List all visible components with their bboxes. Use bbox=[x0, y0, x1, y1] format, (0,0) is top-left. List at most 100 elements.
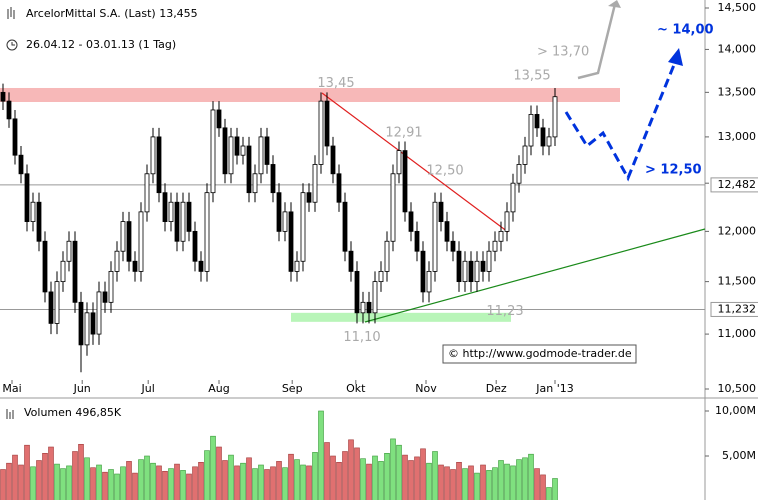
volume-bar bbox=[168, 468, 174, 500]
volume-bar bbox=[162, 470, 168, 500]
price-tag-label: 11,232 bbox=[718, 302, 757, 315]
candle-body bbox=[234, 136, 240, 156]
candle-body bbox=[402, 150, 408, 213]
candle-body bbox=[246, 145, 252, 194]
candle-body bbox=[132, 260, 138, 272]
volume-title: Volumen 496,85K bbox=[24, 406, 122, 419]
candle-body bbox=[156, 136, 162, 194]
x-tick-label: Mai bbox=[2, 382, 21, 395]
y-tick-label: 14,000 bbox=[718, 42, 757, 55]
volume-bar bbox=[492, 467, 498, 500]
volume-bar bbox=[504, 463, 510, 500]
candle-body bbox=[204, 192, 210, 272]
candle-body bbox=[384, 240, 390, 272]
candle-body bbox=[528, 114, 534, 147]
volume-bar bbox=[354, 447, 360, 500]
resistance-band bbox=[0, 87, 620, 102]
volume-bar bbox=[156, 465, 162, 500]
volume-bar bbox=[72, 451, 78, 500]
candle-body bbox=[510, 182, 516, 213]
candle-body bbox=[348, 250, 354, 272]
volume-bar bbox=[276, 461, 282, 500]
candle-body bbox=[306, 192, 312, 203]
x-tick-label: Aug bbox=[208, 382, 229, 395]
x-tick-label: Jan '13 bbox=[535, 382, 573, 395]
y-tick-label: 13,000 bbox=[718, 130, 757, 143]
candle-body bbox=[180, 201, 186, 242]
annotation: 11,10 bbox=[343, 330, 380, 345]
volume-bar bbox=[450, 469, 456, 500]
volume-bar bbox=[222, 460, 228, 500]
volume-bar bbox=[552, 478, 558, 500]
candle-body bbox=[138, 211, 144, 272]
candle-body bbox=[414, 230, 420, 252]
volume-bar bbox=[330, 455, 336, 500]
volume-bar bbox=[144, 455, 150, 500]
forecast-gray-head bbox=[608, 0, 621, 8]
candle-body bbox=[198, 260, 204, 272]
y-tick-label: 11,000 bbox=[718, 327, 757, 340]
volume-bar bbox=[336, 461, 342, 500]
candle-body bbox=[342, 201, 348, 252]
volume-bar bbox=[174, 463, 180, 500]
volume-bar bbox=[528, 453, 534, 500]
volume-bar bbox=[294, 459, 300, 500]
target: ~ 14,00 bbox=[657, 23, 714, 38]
volume-bar bbox=[138, 459, 144, 500]
forecast-blue-head bbox=[668, 48, 683, 66]
volume-bar bbox=[54, 463, 60, 500]
candle-body bbox=[108, 270, 114, 303]
y-tick-label: 14,500 bbox=[718, 1, 757, 14]
volume-bar bbox=[468, 465, 474, 500]
candle-body bbox=[252, 173, 258, 194]
candle-body bbox=[60, 260, 66, 283]
annotation: 12,91 bbox=[385, 126, 422, 141]
volume-bar bbox=[300, 464, 306, 500]
candle-body bbox=[24, 173, 30, 222]
x-tick-label: Jul bbox=[141, 382, 155, 395]
price-tag-label: 12,482 bbox=[718, 178, 757, 191]
copyright-box bbox=[442, 344, 637, 364]
volume-bar bbox=[546, 487, 552, 500]
volume-bar bbox=[306, 465, 312, 500]
candle-body bbox=[300, 192, 306, 262]
volume-bar bbox=[420, 448, 426, 500]
candle-body bbox=[492, 240, 498, 252]
volume-bar bbox=[318, 410, 324, 500]
price-tag bbox=[710, 177, 758, 193]
x-tick-label: Dez bbox=[486, 382, 507, 395]
volume-bar bbox=[78, 443, 84, 500]
volume-bar bbox=[48, 446, 54, 500]
volume-bar bbox=[246, 457, 252, 500]
volume-bar bbox=[24, 444, 30, 500]
volume-bar bbox=[414, 456, 420, 500]
candle-body bbox=[450, 240, 456, 252]
candle-body bbox=[432, 201, 438, 272]
volume-bar bbox=[474, 472, 480, 500]
icons bbox=[6, 7, 18, 419]
support-band bbox=[291, 312, 511, 322]
volume-bar bbox=[366, 463, 372, 500]
volume-bar bbox=[150, 462, 156, 500]
candle-body bbox=[144, 173, 150, 213]
candle-body bbox=[294, 260, 300, 272]
volume-bar bbox=[186, 473, 192, 500]
volume-bar bbox=[390, 438, 396, 500]
candle-body bbox=[126, 221, 132, 262]
x-tick-label: Okt bbox=[346, 382, 366, 395]
volume-bar bbox=[18, 464, 24, 500]
candle-body bbox=[18, 154, 24, 175]
candle-body bbox=[42, 240, 48, 293]
volume-bar bbox=[36, 460, 42, 500]
volume-bar bbox=[540, 474, 546, 500]
volume-bar bbox=[456, 461, 462, 500]
volume-bar bbox=[462, 468, 468, 500]
candle-body bbox=[378, 270, 384, 283]
candle-body bbox=[30, 201, 36, 222]
candle-body bbox=[168, 201, 174, 222]
annotation: 12,50 bbox=[426, 164, 463, 179]
volume-bar bbox=[132, 472, 138, 500]
volume-bar bbox=[6, 462, 12, 500]
volume-bar bbox=[102, 471, 108, 500]
candle-body bbox=[522, 145, 528, 165]
